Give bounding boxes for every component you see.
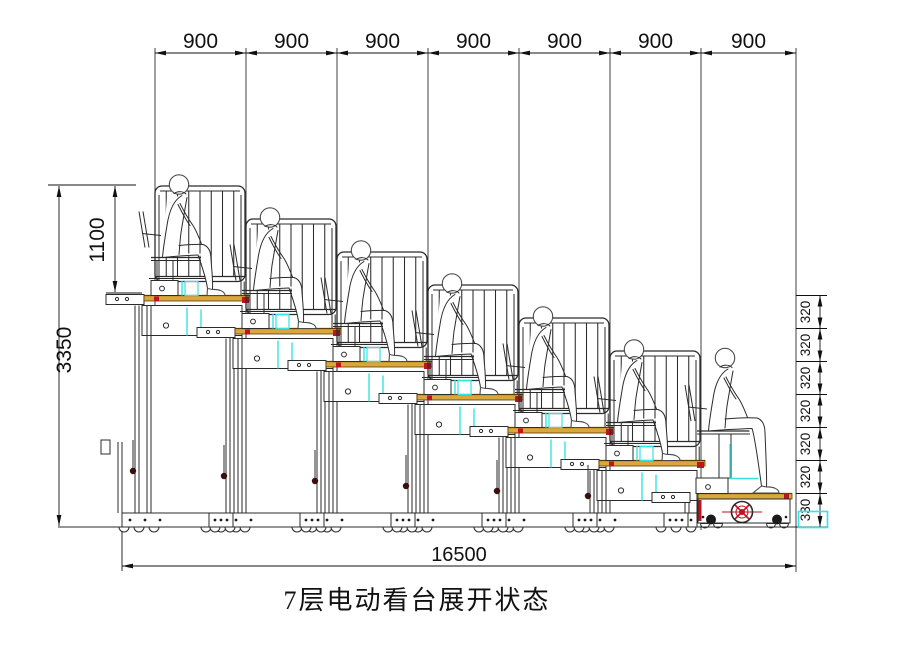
svg-text:900: 900 xyxy=(547,30,582,53)
svg-text:900: 900 xyxy=(638,30,673,53)
svg-text:900: 900 xyxy=(183,30,218,53)
deck xyxy=(416,393,524,402)
svg-text:900: 900 xyxy=(365,30,400,53)
base-rail xyxy=(100,439,698,533)
unit-row-7 xyxy=(651,347,793,503)
deck xyxy=(234,327,342,336)
unit-row-4 xyxy=(378,273,524,513)
svg-text:900: 900 xyxy=(274,30,309,53)
seat xyxy=(684,384,759,494)
deck xyxy=(325,360,433,369)
deck xyxy=(143,294,251,303)
svg-text:320: 320 xyxy=(798,466,813,489)
carriage xyxy=(505,437,607,468)
seat xyxy=(320,277,391,363)
carriage xyxy=(414,404,516,435)
support-columns xyxy=(584,465,702,513)
unit-row-3 xyxy=(287,240,433,513)
deck xyxy=(598,459,706,468)
seat xyxy=(229,244,300,330)
highlight-box xyxy=(797,510,829,529)
svg-text:320: 320 xyxy=(798,400,813,423)
svg-text:16500: 16500 xyxy=(431,544,487,566)
drawing-title: 7层电动看台展开状态 xyxy=(283,586,551,615)
svg-text:900: 900 xyxy=(456,30,491,53)
bottom-dimension: 16500 xyxy=(121,531,796,571)
seated-figure xyxy=(526,306,590,429)
unit-row-6 xyxy=(560,339,706,513)
svg-text:3350: 3350 xyxy=(53,327,76,374)
unit-row-5 xyxy=(469,306,615,513)
powered-base xyxy=(697,498,791,529)
left-dimensions: 1100 3350 xyxy=(48,184,142,526)
svg-text:900: 900 xyxy=(731,30,766,53)
svg-text:320: 320 xyxy=(798,301,813,324)
seat xyxy=(138,211,209,297)
seated-figure xyxy=(617,339,681,462)
top-extension-lines xyxy=(154,48,797,572)
deck xyxy=(507,426,615,435)
top-dimension-chain: 900 900 900 900 900 900 900 xyxy=(155,30,796,56)
seated-figure xyxy=(708,347,780,494)
svg-text:320: 320 xyxy=(798,433,813,456)
svg-text:330: 330 xyxy=(798,499,813,522)
seated-figure xyxy=(162,174,226,297)
right-dimension-chain: 320 320 320 320 320 320 330 xyxy=(796,295,827,528)
svg-text:320: 320 xyxy=(798,367,813,390)
seated-figure xyxy=(253,207,317,330)
seat xyxy=(593,376,664,462)
seated-figure xyxy=(435,273,499,396)
carriage xyxy=(596,470,698,501)
support-columns xyxy=(402,404,520,513)
unit-row-1 xyxy=(105,174,251,513)
seated-figure xyxy=(344,240,408,363)
seat xyxy=(502,343,573,429)
svg-text:1100: 1100 xyxy=(86,217,109,262)
svg-text:320: 320 xyxy=(798,334,813,357)
seat xyxy=(411,310,482,396)
